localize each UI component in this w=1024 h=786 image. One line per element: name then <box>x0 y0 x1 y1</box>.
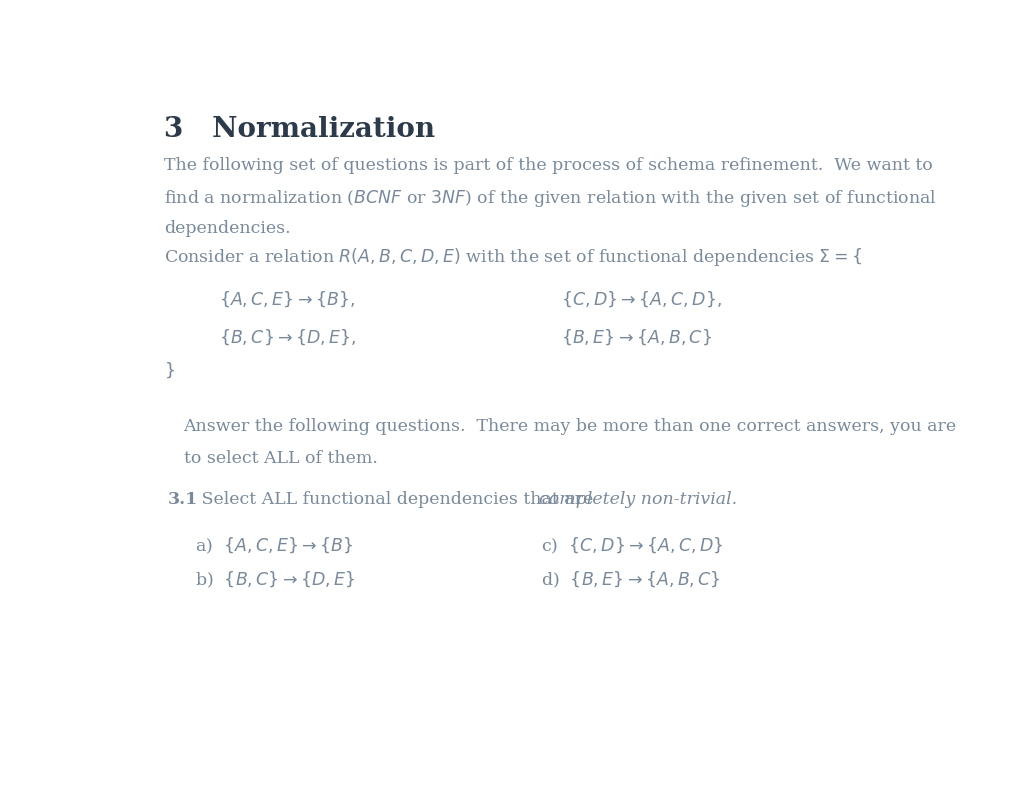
Text: dependencies.: dependencies. <box>164 219 291 237</box>
Text: a)  $\{A, C, E\} \rightarrow \{B\}$: a) $\{A, C, E\} \rightarrow \{B\}$ <box>196 536 353 556</box>
Text: $\{A, C, E\} \rightarrow \{B\},$: $\{A, C, E\} \rightarrow \{B\},$ <box>219 290 355 310</box>
Text: Answer the following questions.  There may be more than one correct answers, you: Answer the following questions. There ma… <box>183 418 956 435</box>
Text: Select ALL functional dependencies that are: Select ALL functional dependencies that … <box>197 490 599 508</box>
Text: find a normalization ($BCNF$ or $3NF$) of the given relation with the given set : find a normalization ($BCNF$ or $3NF$) o… <box>164 188 936 209</box>
Text: Consider a relation $R(A, B, C, D, E)$ with the set of functional dependencies $: Consider a relation $R(A, B, C, D, E)$ w… <box>164 246 861 267</box>
Text: to select ALL of them.: to select ALL of them. <box>183 450 378 467</box>
Text: c)  $\{C, D\} \rightarrow \{A, C, D\}$: c) $\{C, D\} \rightarrow \{A, C, D\}$ <box>541 536 723 556</box>
Text: $\{B, C\} \rightarrow \{D, E\},$: $\{B, C\} \rightarrow \{D, E\},$ <box>219 327 356 347</box>
Text: completely non-trivial.: completely non-trivial. <box>539 490 737 508</box>
Text: d)  $\{B, E\} \rightarrow \{A, B, C\}$: d) $\{B, E\} \rightarrow \{A, B, C\}$ <box>541 570 721 590</box>
Text: 3.1: 3.1 <box>168 490 198 508</box>
Text: 3   Normalization: 3 Normalization <box>164 116 435 142</box>
Text: $\}$: $\}$ <box>164 361 174 380</box>
Text: $\{C, D\} \rightarrow \{A, C, D\},$: $\{C, D\} \rightarrow \{A, C, D\},$ <box>560 290 722 310</box>
Text: The following set of questions is part of the process of schema refinement.  We : The following set of questions is part o… <box>164 156 933 174</box>
Text: b)  $\{B, C\} \rightarrow \{D, E\}$: b) $\{B, C\} \rightarrow \{D, E\}$ <box>196 570 356 590</box>
Text: $\{B, E\} \rightarrow \{A, B, C\}$: $\{B, E\} \rightarrow \{A, B, C\}$ <box>560 327 712 347</box>
